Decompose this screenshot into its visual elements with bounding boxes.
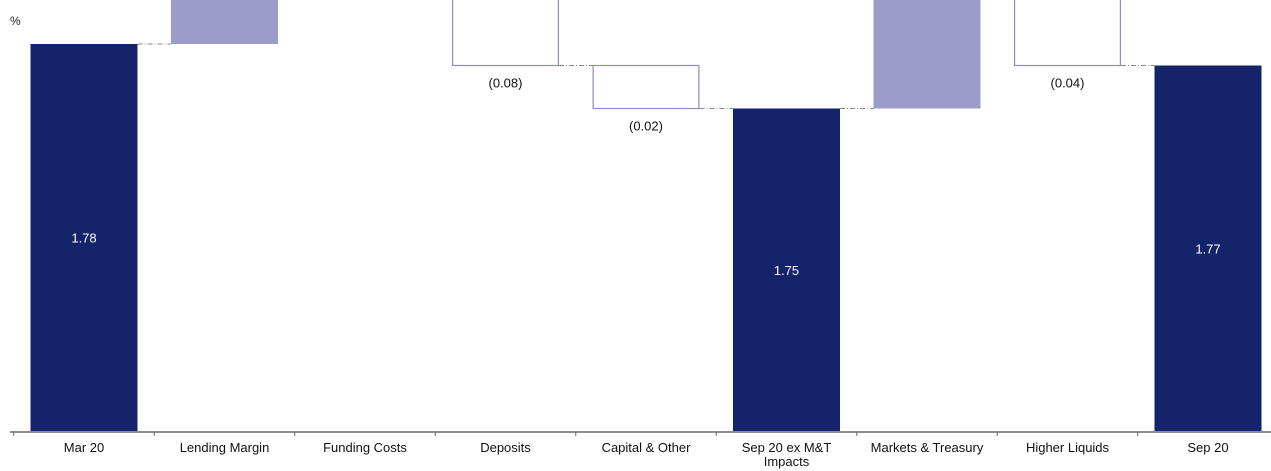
data-label: 1.77 bbox=[1195, 241, 1220, 256]
bar-decrease bbox=[1013, 0, 1121, 67]
category-label: Sep 20 ex M&T Impacts bbox=[742, 440, 832, 469]
bar-increase bbox=[873, 0, 981, 109]
category-label: Higher Liquids bbox=[1026, 440, 1110, 455]
bar-decrease bbox=[452, 0, 560, 67]
category-label: Markets & Treasury bbox=[871, 440, 984, 455]
category-label: Mar 20 bbox=[64, 440, 104, 455]
category-label: Funding Costs bbox=[323, 440, 407, 455]
bar-decrease bbox=[592, 64, 700, 110]
bar-total bbox=[30, 44, 138, 431]
category-label: Lending Margin bbox=[180, 440, 270, 455]
bar-total bbox=[733, 108, 840, 431]
category-label: Sep 20 bbox=[1187, 440, 1228, 455]
bar-total bbox=[1154, 65, 1262, 431]
unit-label: % bbox=[10, 14, 21, 28]
data-label: 1.75 bbox=[774, 263, 799, 278]
data-label: (0.04) bbox=[1051, 76, 1085, 91]
data-label: 1.78 bbox=[71, 231, 96, 246]
data-label: (0.02) bbox=[629, 119, 663, 134]
category-label: Capital & Other bbox=[602, 440, 692, 455]
bar-increase bbox=[171, 0, 278, 44]
category-label: Deposits bbox=[480, 440, 531, 455]
data-label: (0.08) bbox=[489, 76, 523, 91]
